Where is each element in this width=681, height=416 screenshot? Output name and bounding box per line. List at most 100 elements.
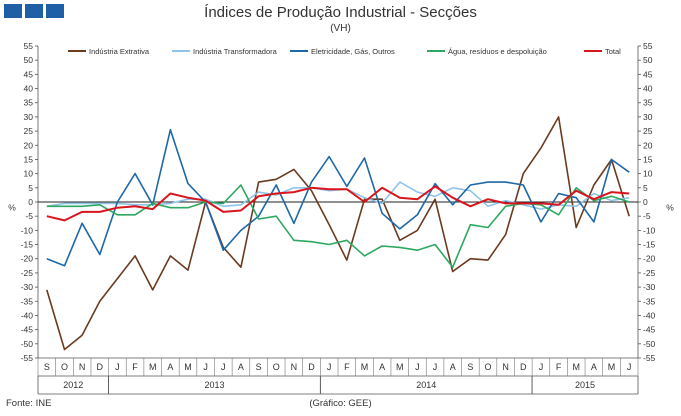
- x-tick-label: A: [167, 362, 173, 372]
- y-tick-label-right: 30: [643, 112, 653, 122]
- x-tick-label: A: [238, 362, 244, 372]
- x-tick-label: M: [361, 362, 369, 372]
- y-tick-label-right: 25: [643, 126, 653, 136]
- x-tick-label: N: [79, 362, 86, 372]
- legend-label: Água, resíduos e despoluição: [448, 47, 547, 56]
- y-tick-label-right: -20: [643, 254, 656, 264]
- x-tick-label: J: [115, 362, 120, 372]
- y-tick-label-left: -55: [21, 353, 34, 363]
- year-label: 2015: [575, 380, 595, 390]
- y-tick-label-right: -5: [643, 211, 651, 221]
- x-tick-label: N: [502, 362, 509, 372]
- y-tick-label-left: 35: [24, 98, 34, 108]
- chart-title: Índices de Produção Industrial - Secções: [204, 4, 477, 21]
- series-line-total: [46, 185, 630, 222]
- y-tick-label-right: 0: [643, 197, 648, 207]
- x-tick-label: S: [256, 362, 262, 372]
- x-tick-label: S: [467, 362, 473, 372]
- x-tick-label: D: [308, 362, 315, 372]
- x-tick-label: M: [184, 362, 192, 372]
- y-tick-label-right: 5: [643, 183, 648, 193]
- y-tick-label-left: -5: [25, 211, 33, 221]
- x-tick-label: M: [149, 362, 157, 372]
- legend-label: Total: [605, 47, 621, 56]
- ine-logo-icon: [4, 4, 64, 18]
- x-tick-label: N: [291, 362, 298, 372]
- y-tick-label-right: 55: [643, 41, 653, 51]
- y-axis-title-left: %: [8, 203, 16, 213]
- y-tick-label-left: 30: [24, 112, 34, 122]
- y-tick-label-right: -35: [643, 296, 656, 306]
- chart-subtitle: (VH): [330, 23, 351, 34]
- y-tick-label-left: 0: [28, 197, 33, 207]
- y-tick-label-right: -10: [643, 225, 656, 235]
- x-tick-label: J: [415, 362, 420, 372]
- year-label: 2013: [204, 380, 224, 390]
- y-tick-label-right: 20: [643, 140, 653, 150]
- series-line-eletricidade-gas-outros: [46, 128, 630, 267]
- y-tick-label-left: 55: [24, 41, 34, 51]
- x-tick-label: J: [539, 362, 544, 372]
- y-tick-label-left: -15: [21, 240, 34, 250]
- series-line-industria-extrativa: [46, 116, 630, 351]
- legend-label: Indústria Extrativa: [89, 47, 150, 56]
- x-tick-label: A: [591, 362, 597, 372]
- logo-square: [46, 4, 64, 18]
- x-tick-label: J: [221, 362, 226, 372]
- y-tick-label-left: 15: [24, 154, 34, 164]
- x-tick-label: O: [484, 362, 491, 372]
- y-axis-title-right: %: [666, 203, 674, 213]
- y-tick-label-left: 40: [24, 84, 34, 94]
- y-tick-label-left: 5: [28, 183, 33, 193]
- y-tick-label-right: 10: [643, 169, 653, 179]
- y-tick-label-right: 50: [643, 55, 653, 65]
- x-tick-label: M: [572, 362, 580, 372]
- y-tick-label-left: -25: [21, 268, 34, 278]
- x-tick-label: J: [203, 362, 208, 372]
- year-label: 2014: [416, 380, 436, 390]
- year-label: 2012: [63, 380, 83, 390]
- y-tick-label-right: 45: [643, 69, 653, 79]
- y-tick-label-right: 15: [643, 154, 653, 164]
- x-tick-label: J: [433, 362, 438, 372]
- credit-note: (Gráfico: GEE): [309, 398, 372, 409]
- y-tick-label-left: 25: [24, 126, 34, 136]
- x-tick-label: M: [608, 362, 616, 372]
- x-tick-label: F: [344, 362, 350, 372]
- source-note: Fonte: INE: [6, 398, 52, 409]
- legend-label: Indústria Transformadora: [193, 47, 278, 56]
- x-tick-label: M: [396, 362, 404, 372]
- x-tick-label: J: [627, 362, 632, 372]
- y-tick-label-left: 50: [24, 55, 34, 65]
- x-tick-label: D: [97, 362, 104, 372]
- y-tick-label-left: -10: [21, 225, 34, 235]
- logo-square: [25, 4, 43, 18]
- x-tick-label: O: [61, 362, 68, 372]
- y-tick-label-left: -20: [21, 254, 34, 264]
- y-tick-label-right: -45: [643, 325, 656, 335]
- series-line-agua-residuos-e-despoluicao: [46, 184, 630, 269]
- logo-square: [4, 4, 22, 18]
- x-tick-label: S: [44, 362, 50, 372]
- y-tick-label-right: 35: [643, 98, 653, 108]
- y-tick-label-left: 45: [24, 69, 34, 79]
- y-tick-label-right: -50: [643, 339, 656, 349]
- x-tick-label: A: [450, 362, 456, 372]
- legend-label: Eletricidade, Gás, Outros: [311, 47, 395, 56]
- y-tick-label-right: 40: [643, 84, 653, 94]
- y-tick-label-left: -45: [21, 325, 34, 335]
- y-tick-label-right: -55: [643, 353, 656, 363]
- y-tick-label-left: -30: [21, 282, 34, 292]
- x-tick-label: F: [132, 362, 138, 372]
- y-tick-label-right: -30: [643, 282, 656, 292]
- y-tick-label-right: -25: [643, 268, 656, 278]
- y-tick-label-right: -40: [643, 310, 656, 320]
- y-tick-label-right: -15: [643, 240, 656, 250]
- x-tick-label: J: [327, 362, 332, 372]
- y-tick-label-left: -40: [21, 310, 34, 320]
- y-tick-label-left: 10: [24, 169, 34, 179]
- x-tick-label: F: [556, 362, 562, 372]
- x-tick-label: O: [273, 362, 280, 372]
- y-tick-label-left: 20: [24, 140, 34, 150]
